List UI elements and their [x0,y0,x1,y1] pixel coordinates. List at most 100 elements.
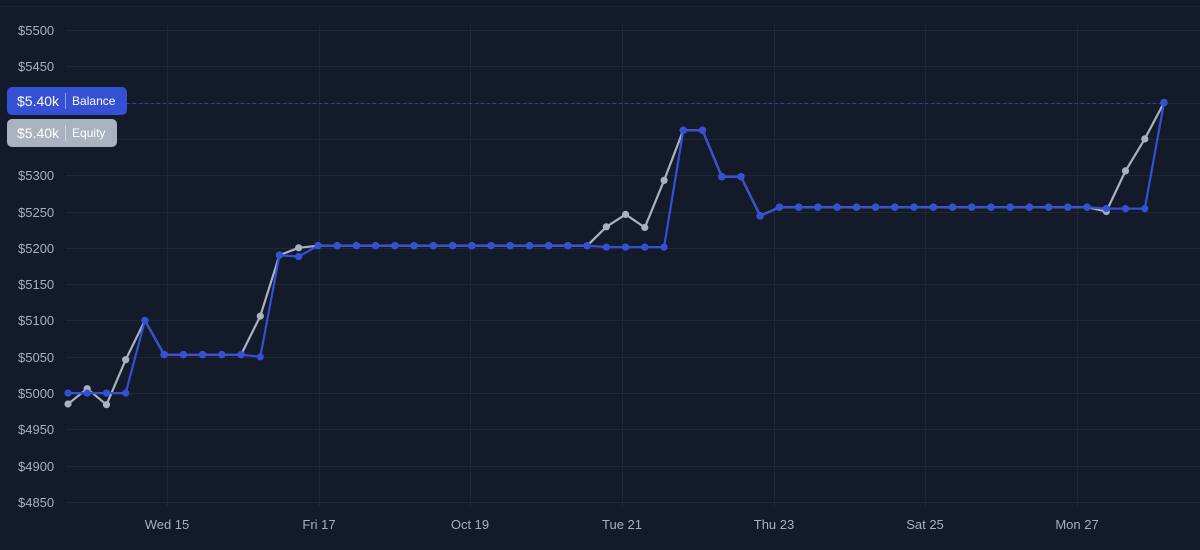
balance-point [218,351,226,359]
equity-value: $5.40k [17,125,60,141]
balance-point [295,253,303,261]
y-tick-label: $4850 [18,495,54,510]
balance-badge: $5.40k Balance [7,87,127,115]
balance-value: $5.40k [17,93,60,109]
y-tick-label: $5500 [18,23,54,38]
equity-series [64,99,1168,409]
equity-badge: $5.40k Equity [7,119,117,147]
equity-label: Equity [72,126,106,140]
balance-point [660,243,668,251]
balance-point [948,203,957,211]
balance-point [102,389,111,397]
balance-point [314,242,322,250]
balance-point [987,203,995,211]
equity-point [641,223,649,232]
x-tick-label: Mon 27 [1055,517,1098,532]
balance-point [814,203,822,211]
balance-point [698,126,707,134]
equity-point [102,401,111,409]
equity-point [295,244,303,252]
balance-point [64,389,72,397]
balance-point [199,351,207,359]
balance-point [487,242,495,250]
balance-point [122,389,130,397]
balance-label: Balance [72,94,116,108]
equity-line [66,101,1166,406]
x-tick-label: Oct 19 [451,517,489,532]
balance-point [775,203,784,211]
balance-point [968,203,976,211]
balance-point [256,353,264,361]
balance-series [64,99,1168,397]
balance-point [910,203,918,211]
balance-point [795,203,803,211]
equity-point [64,400,72,408]
balance-point [237,351,245,359]
balance-point [718,173,726,181]
balance-point [1121,205,1130,213]
balance-point [83,389,91,397]
equity-point [622,210,630,218]
balance-point [679,126,687,134]
balance-point [564,242,572,250]
balance-point [1006,203,1014,211]
x-tick-label: Fri 17 [302,517,335,532]
y-tick-label: $5050 [18,350,54,365]
balance-point [179,351,187,359]
y-tick-label: $5150 [18,277,54,292]
y-tick-label: $5100 [18,313,54,328]
balance-point [1045,203,1053,211]
balance-point [410,242,418,250]
balance-point [891,203,899,211]
x-tick-label: Sat 25 [906,517,944,532]
y-tick-label: $5250 [18,205,54,220]
equity-point [1141,135,1149,143]
balance-point [160,351,168,359]
y-tick-label: $5200 [18,241,54,256]
balance-point [737,173,745,181]
x-tick-label: Tue 21 [602,517,642,532]
equity-point [602,223,611,231]
balance-point [1025,203,1033,211]
y-tick-label: $5300 [18,168,54,183]
balance-point [583,242,591,250]
balance-point [1102,205,1110,213]
balance-point [872,203,880,211]
balance-point [468,242,476,250]
badge-separator [65,125,67,141]
balance-point [525,242,534,250]
equity-point [1121,167,1130,175]
balance-point [429,242,437,250]
balance-point [449,242,457,250]
equity-point [122,356,130,364]
equity-point [256,312,264,320]
balance-point [1141,205,1149,213]
y-tick-label: $5000 [18,386,54,401]
balance-point [141,316,149,325]
balance-point [622,243,630,251]
x-tick-label: Thu 23 [754,517,794,532]
y-tick-label: $5450 [18,59,54,74]
balance-point [852,203,861,211]
balance-point [1160,99,1168,107]
balance-point [602,243,611,251]
y-tick-label: $4950 [18,422,54,437]
balance-point [1064,203,1072,211]
balance-point [641,243,649,251]
balance-point [506,242,514,250]
balance-point [929,203,937,211]
balance-point [545,242,553,250]
balance-point [833,203,841,211]
balance-point [352,242,360,250]
balance-point [391,242,399,250]
x-tick-label: Wed 15 [145,517,190,532]
balance-point [1083,203,1091,211]
equity-point [660,176,668,184]
balance-point [372,242,380,250]
balance-line [66,101,1166,395]
badge-separator [65,93,67,109]
balance-point [756,212,764,220]
balance-point [333,242,341,250]
